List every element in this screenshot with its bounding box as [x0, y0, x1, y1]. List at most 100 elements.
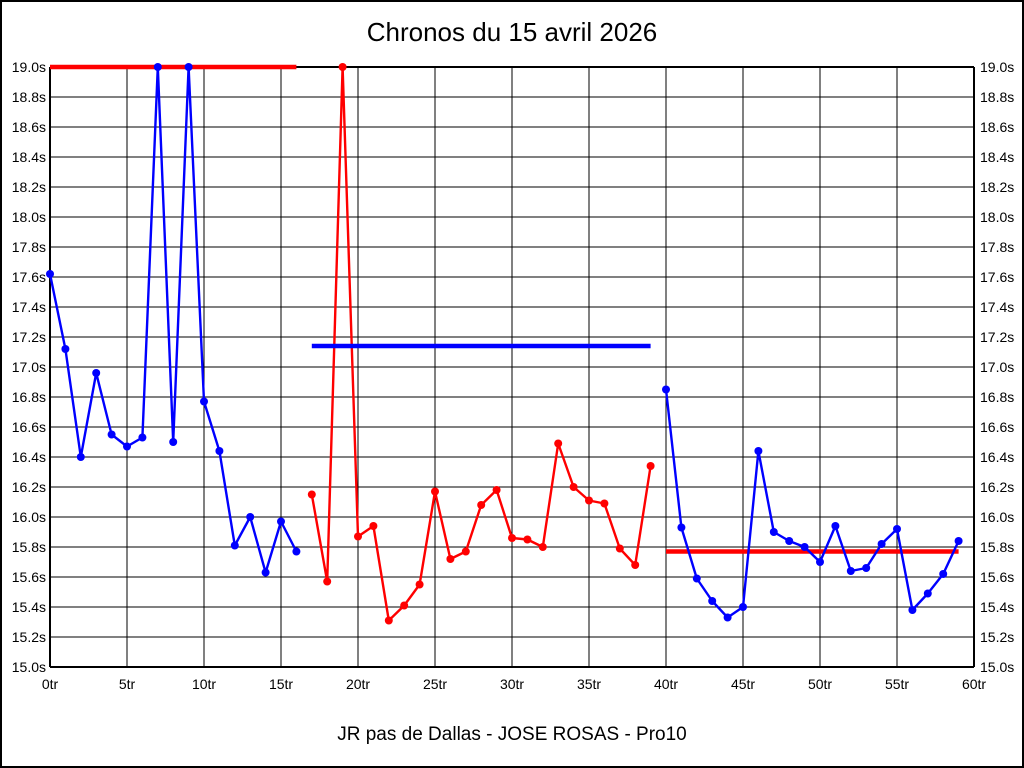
data-point-run-1-lap-9 — [184, 63, 193, 71]
data-point-run-3-lap-53 — [862, 564, 871, 572]
data-point-run-3-lap-52 — [846, 567, 855, 575]
data-point-run-2-lap-26 — [446, 555, 455, 563]
x-axis-tick-label: 45tr — [731, 676, 755, 692]
data-point-run-3-lap-42 — [692, 574, 701, 583]
data-point-run-3-lap-44 — [723, 613, 732, 622]
data-point-run-3-lap-47 — [769, 528, 778, 536]
data-point-run-2-lap-31 — [523, 535, 532, 544]
x-axis-tick-label: 20tr — [346, 676, 370, 692]
y-axis-tick-label-right: 18.8s — [980, 89, 1014, 105]
data-point-run-1-lap-10 — [200, 397, 208, 406]
data-point-run-3-lap-55 — [893, 525, 901, 533]
y-axis-tick-label-left: 16.6s — [12, 419, 46, 435]
x-axis-tick-label: 35tr — [577, 676, 601, 692]
y-axis-tick-label-left: 16.4s — [12, 449, 46, 465]
data-point-run-2-lap-23 — [400, 601, 409, 610]
x-axis-tick-label: 25tr — [423, 676, 447, 692]
y-axis-tick-label-right: 15.6s — [980, 569, 1014, 585]
data-point-run-3-lap-58 — [939, 570, 948, 578]
y-axis-tick-label-left: 18.6s — [12, 119, 46, 135]
x-axis-tick-label: 10tr — [192, 676, 216, 692]
blue-elements-layer — [46, 63, 963, 622]
y-axis-tick-label-right: 19.0s — [980, 59, 1014, 75]
data-point-run-3-lap-45 — [739, 603, 747, 611]
y-axis-tick-label-left: 17.4s — [12, 299, 46, 315]
data-point-run-1-lap-14 — [261, 568, 270, 577]
x-axis-tick-label: 40tr — [654, 676, 678, 692]
data-point-run-3-lap-49 — [800, 543, 809, 551]
x-axis-tick-label: 30tr — [500, 676, 524, 692]
data-point-run-1-lap-8 — [169, 438, 178, 446]
data-point-run-2-lap-36 — [600, 499, 609, 508]
data-point-run-2-lap-24 — [415, 580, 424, 589]
data-point-run-1-lap-1 — [61, 345, 70, 353]
y-axis-tick-label-left: 19.0s — [12, 59, 46, 75]
data-point-run-3-lap-46 — [754, 447, 763, 455]
data-point-run-3-lap-41 — [677, 523, 686, 532]
data-point-run-1-lap-5 — [123, 442, 131, 451]
data-point-run-1-lap-2 — [76, 453, 85, 461]
data-point-run-2-lap-33 — [554, 439, 563, 448]
data-point-run-2-lap-28 — [477, 501, 486, 509]
y-axis-tick-label-left: 17.6s — [12, 269, 46, 285]
y-axis-tick-label-right: 18.0s — [980, 209, 1014, 225]
data-point-run-2-lap-32 — [538, 543, 547, 551]
data-point-run-2-lap-18 — [323, 577, 332, 586]
x-axis-tick-label: 0tr — [42, 676, 59, 692]
data-point-run-3-lap-57 — [923, 589, 932, 598]
y-axis-tick-label-right: 15.0s — [980, 659, 1014, 675]
series-line-run-1 — [48, 65, 298, 574]
chart-title: Chronos du 15 avril 2026 — [366, 17, 658, 47]
y-axis-tick-label-right: 16.0s — [980, 509, 1014, 525]
y-axis-tick-label-right: 15.4s — [980, 599, 1014, 615]
data-point-run-3-lap-51 — [831, 522, 840, 530]
data-point-run-2-lap-35 — [585, 496, 593, 505]
data-point-run-2-lap-39 — [646, 462, 655, 470]
y-axis-tick-label-right: 18.4s — [980, 149, 1014, 165]
y-axis-tick-label-right: 17.8s — [980, 239, 1014, 255]
y-axis-tick-label-left: 17.8s — [12, 239, 46, 255]
x-axis-tick-label: 5tr — [119, 676, 136, 692]
data-point-run-1-lap-4 — [107, 430, 116, 439]
x-axis-tick-label: 55tr — [885, 676, 909, 692]
data-point-run-2-lap-27 — [461, 547, 470, 556]
data-point-run-2-lap-17 — [307, 490, 316, 499]
data-point-run-2-lap-37 — [615, 544, 624, 553]
data-point-run-1-lap-15 — [277, 517, 285, 526]
data-point-run-1-lap-3 — [92, 369, 101, 377]
data-point-run-2-lap-29 — [492, 486, 501, 494]
y-axis-tick-label-left: 17.2s — [12, 329, 46, 345]
y-axis-tick-label-left: 16.0s — [12, 509, 46, 525]
y-axis-tick-label-right: 17.0s — [980, 359, 1014, 375]
y-axis-tick-label-right: 16.8s — [980, 389, 1014, 405]
y-axis-tick-label-left: 18.2s — [12, 179, 46, 195]
y-axis-tick-label-right: 15.8s — [980, 539, 1014, 555]
y-axis-tick-label-right: 16.4s — [980, 449, 1014, 465]
data-point-run-1-lap-6 — [138, 433, 147, 442]
axis-labels-layer: 19.0s 19.0s 18.8s 18.8s 18.6s 18.6s 18.4s 18.4s… — [12, 59, 1015, 692]
y-axis-tick-label-left: 15.4s — [12, 599, 46, 615]
data-point-run-2-lap-25 — [431, 487, 439, 496]
chart-caption: JR pas de Dallas - JOSE ROSAS - Pro10 — [337, 724, 687, 745]
data-point-run-3-lap-54 — [877, 540, 886, 548]
data-point-run-1-lap-7 — [153, 63, 162, 71]
data-point-run-2-lap-21 — [369, 522, 378, 530]
data-point-run-3-lap-43 — [708, 597, 717, 605]
data-point-run-1-lap-11 — [215, 447, 224, 455]
data-point-run-2-lap-38 — [631, 561, 640, 569]
y-axis-tick-label-right: 16.6s — [980, 419, 1014, 435]
y-axis-tick-label-left: 17.0s — [12, 359, 46, 375]
y-axis-tick-label-left: 18.0s — [12, 209, 46, 225]
y-axis-tick-label-left: 15.2s — [12, 629, 46, 645]
y-axis-tick-label-left: 18.4s — [12, 149, 46, 165]
data-point-run-1-lap-12 — [230, 541, 239, 550]
data-point-run-1-lap-16 — [292, 547, 301, 556]
data-point-run-1-lap-0 — [46, 270, 54, 278]
y-axis-tick-label-right: 18.6s — [980, 119, 1014, 135]
x-axis-tick-label: 60tr — [962, 676, 986, 692]
series-line-run-3 — [664, 389, 960, 619]
y-axis-tick-label-left: 15.8s — [12, 539, 46, 555]
y-axis-tick-label-left: 15.6s — [12, 569, 46, 585]
